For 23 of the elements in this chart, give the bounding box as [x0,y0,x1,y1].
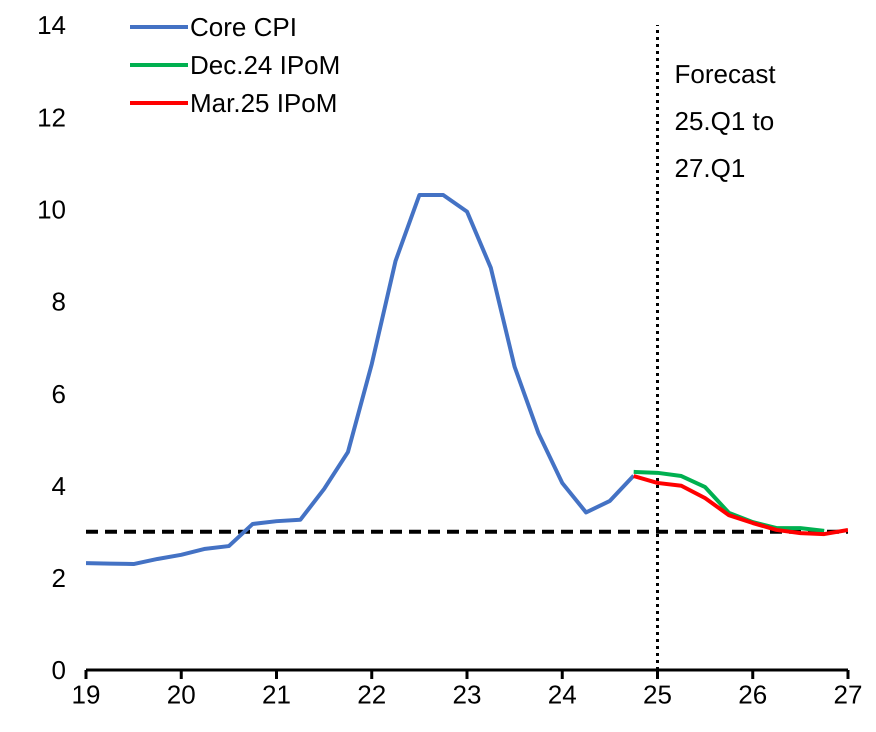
y-tick-label: 0 [52,655,66,686]
y-tick-label: 4 [52,470,66,501]
y-tick-label: 2 [52,563,66,594]
x-tick-label: 27 [834,679,862,710]
y-tick-label: 6 [52,378,66,409]
x-tick-label: 21 [262,679,291,710]
legend-label: Mar.25 IPoM [190,87,338,120]
x-tick-label: 22 [357,679,386,710]
x-tick-label: 26 [738,679,768,710]
legend-label: Core CPI [190,11,297,44]
y-tick-label: 10 [37,194,66,225]
x-tick-label: 23 [452,679,482,710]
x-tick-label: 19 [72,679,100,710]
line-series [86,193,636,566]
line-series [632,474,848,536]
x-tick-label: 20 [166,679,196,710]
x-tick-label: 25 [643,679,672,710]
legend-label: Dec.24 IPoM [190,49,340,82]
x-tick-label: 24 [548,679,577,710]
y-tick-label: 14 [37,10,66,40]
y-tick-label: 8 [52,286,66,317]
y-tick-label: 12 [37,102,66,132]
ref-line-label: Forecast 25.Q1 to 27.Q1 [674,59,776,183]
